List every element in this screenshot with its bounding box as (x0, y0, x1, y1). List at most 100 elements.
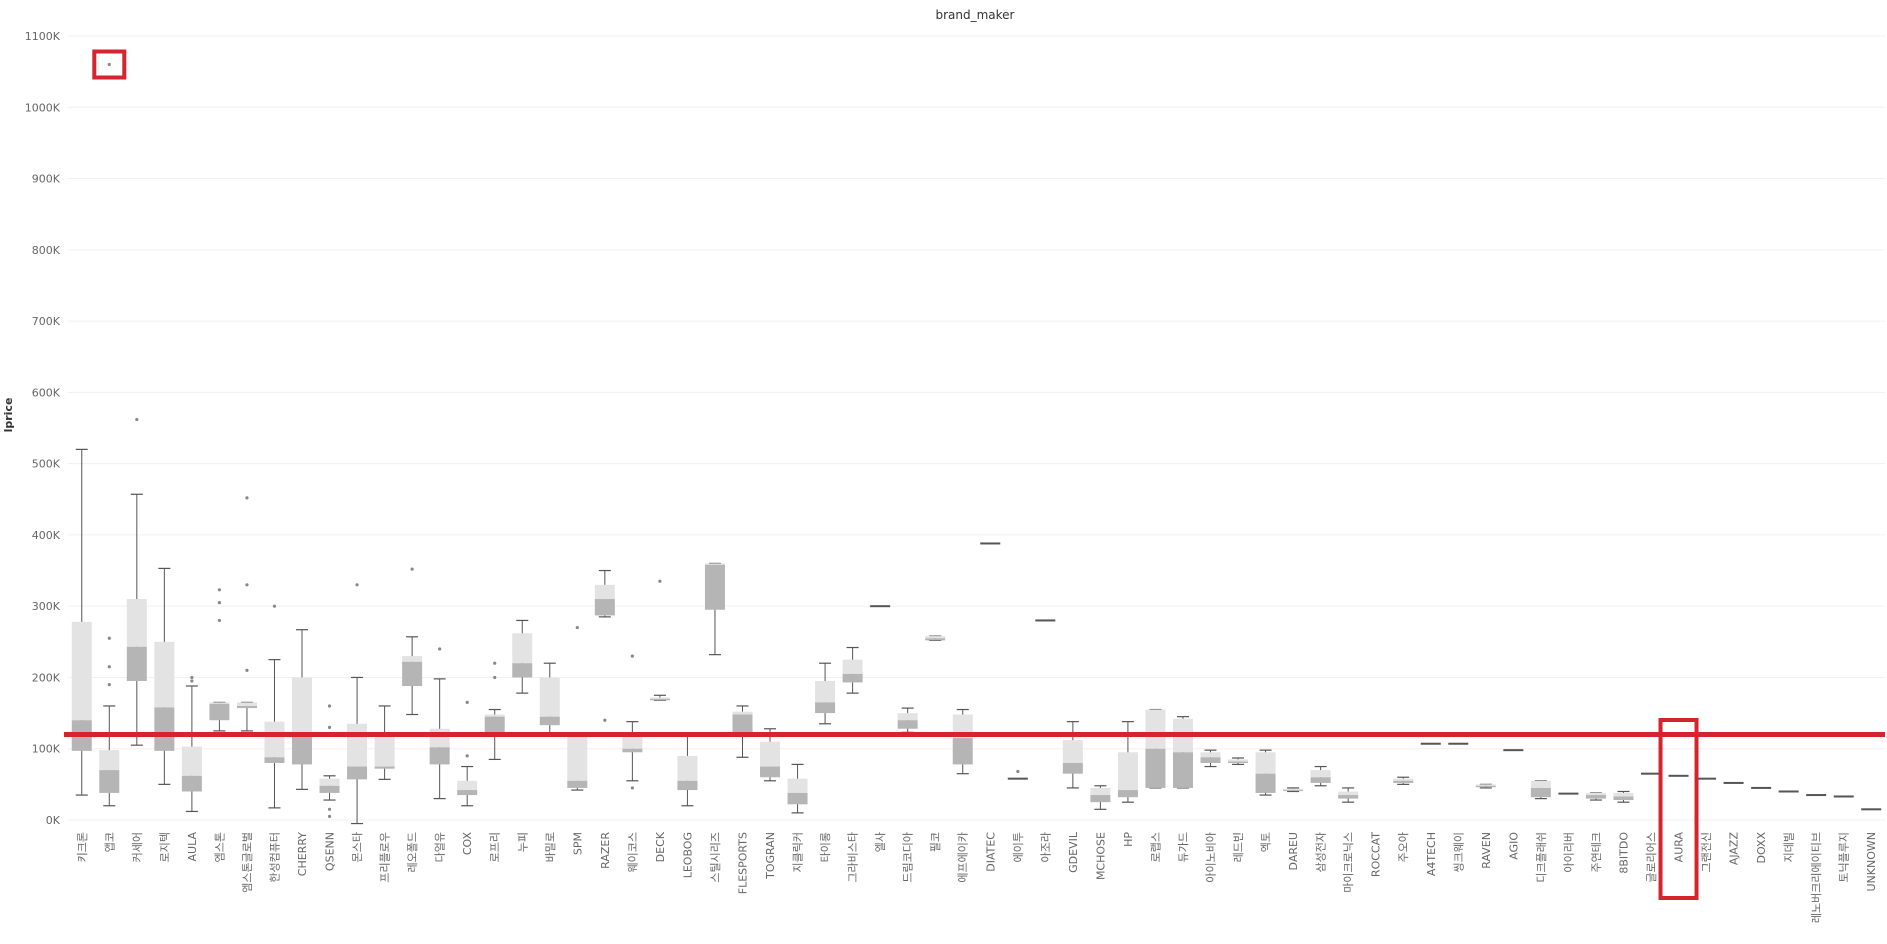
box-group (1640, 772, 1661, 775)
box-group (264, 604, 285, 809)
x-tick-label: 다얼유 (433, 832, 447, 862)
outlier-point (135, 417, 139, 422)
x-tick-label: 디크플래쉬 (1535, 832, 1548, 883)
x-tick-label: A4TECH (1425, 832, 1438, 876)
box-flat (1806, 794, 1827, 797)
outlier-point (190, 675, 194, 680)
x-axis-ticks: 키크론 앱코 커세어 로지텍 AULA 엠스톤 엠스톤글로벌 한성컴퓨터 CHERRY QSENN… (76, 831, 1878, 923)
x-tick-label: 앱코 (103, 832, 116, 852)
box-group (1806, 794, 1827, 797)
outlier-point (245, 496, 249, 500)
box-group (1310, 765, 1331, 787)
box-lower (319, 785, 340, 793)
x-tick-label: AULA (186, 832, 199, 862)
x-tick-label: DOXX (1755, 832, 1768, 864)
box-upper (457, 780, 478, 791)
x-tick-label: 지데빌 (1783, 832, 1796, 862)
box-group (1228, 757, 1249, 766)
box-upper (1145, 709, 1166, 749)
box-group (539, 662, 560, 736)
x-tick-label: 지클릭커 (792, 832, 805, 872)
box-lower (1283, 790, 1304, 792)
box-group (567, 625, 588, 791)
box-lower (815, 702, 836, 714)
box-upper (181, 746, 202, 776)
box-group (1530, 780, 1551, 800)
box-upper (1393, 778, 1414, 781)
box-group (1475, 783, 1496, 789)
y-tick-label: 200K (32, 671, 61, 684)
x-tick-label: 아조라 (1039, 832, 1052, 862)
box-upper (1117, 752, 1138, 791)
box-upper (292, 677, 313, 736)
box-flat (1751, 786, 1772, 789)
x-tick-label: AURA (1673, 832, 1686, 863)
box-group (1448, 742, 1469, 745)
box-upper (815, 681, 836, 703)
y-tick-label: 400K (32, 529, 61, 542)
box-group (1145, 708, 1166, 789)
box-group (677, 733, 698, 807)
box-group (484, 661, 505, 761)
x-tick-label: LEOBOG (681, 832, 694, 878)
x-tick-label: 레오폴드 (406, 832, 419, 872)
box-upper (594, 584, 615, 600)
x-tick-label: SPM (571, 832, 584, 855)
box-group (760, 728, 781, 782)
box-flat (870, 605, 891, 608)
box-group (649, 579, 670, 701)
box-lower (1393, 780, 1414, 783)
box-lower (1200, 757, 1221, 763)
box-group (154, 567, 175, 785)
box-lower (402, 661, 423, 687)
box-group (1172, 716, 1193, 789)
box-group (622, 654, 643, 790)
box-group (1668, 774, 1689, 777)
x-tick-label: 아이노비아 (1205, 832, 1218, 883)
box-upper (209, 702, 230, 704)
x-tick-label: GDEVIL (1067, 831, 1080, 873)
y-tick-label: 300K (32, 600, 61, 613)
outlier-point (493, 661, 497, 665)
outlier-highlight-box (92, 49, 127, 80)
x-tick-label: 레노버크리에이티브 (1810, 832, 1823, 923)
x-tick-label: DECK (654, 831, 667, 862)
box-group (1200, 749, 1221, 768)
outlier-point (465, 700, 469, 705)
x-tick-label: 타이롱 (819, 832, 832, 862)
y-tick-label: 700K (32, 315, 61, 328)
box-lower (264, 757, 285, 763)
x-tick-label: 엘사 (874, 832, 887, 852)
box-lower (897, 720, 918, 729)
outlier-point (630, 654, 634, 658)
annotation-overlays (64, 49, 1885, 900)
outlier-point (630, 786, 634, 790)
box-group (842, 646, 863, 694)
x-tick-label: 몬스타 (351, 832, 364, 862)
outlier-point (107, 636, 111, 640)
x-tick-label: 8BITDO (1617, 832, 1630, 874)
x-tick-label: 프리플로우 (379, 832, 392, 883)
box-group (594, 569, 615, 722)
box-group (815, 662, 836, 725)
x-tick-label: 레드빈 (1232, 832, 1245, 862)
outlier-point (1016, 769, 1020, 774)
y-tick-label: 1100K (25, 30, 61, 43)
box-group (1585, 792, 1606, 801)
box-lower (1585, 795, 1606, 799)
outlier-point (493, 675, 497, 680)
box-lower (1062, 762, 1083, 774)
y-tick-label: 100K (32, 743, 61, 756)
box-upper (539, 677, 560, 717)
x-tick-label: 듀가드 (1177, 832, 1190, 862)
box-group (732, 705, 753, 758)
box-upper (99, 750, 120, 771)
x-tick-label: AJAZZ (1728, 832, 1741, 866)
box-flat (1503, 749, 1524, 752)
box-lower (457, 790, 478, 796)
box-group (1393, 776, 1414, 785)
x-tick-label: 엠스톤 (213, 832, 226, 862)
box-group (1696, 777, 1717, 780)
x-tick-label: 누피 (516, 832, 529, 852)
x-tick-label: 엠스톤글로벌 (241, 832, 254, 893)
